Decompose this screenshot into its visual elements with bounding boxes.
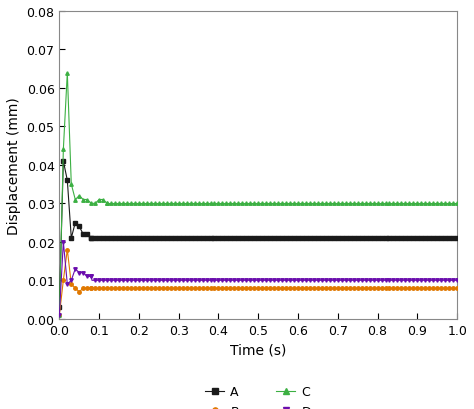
Y-axis label: Displacement (mm): Displacement (mm) [7,97,21,234]
X-axis label: Time (s): Time (s) [230,342,286,356]
Legend: A, B, C, D: A, B, C, D [201,380,316,409]
